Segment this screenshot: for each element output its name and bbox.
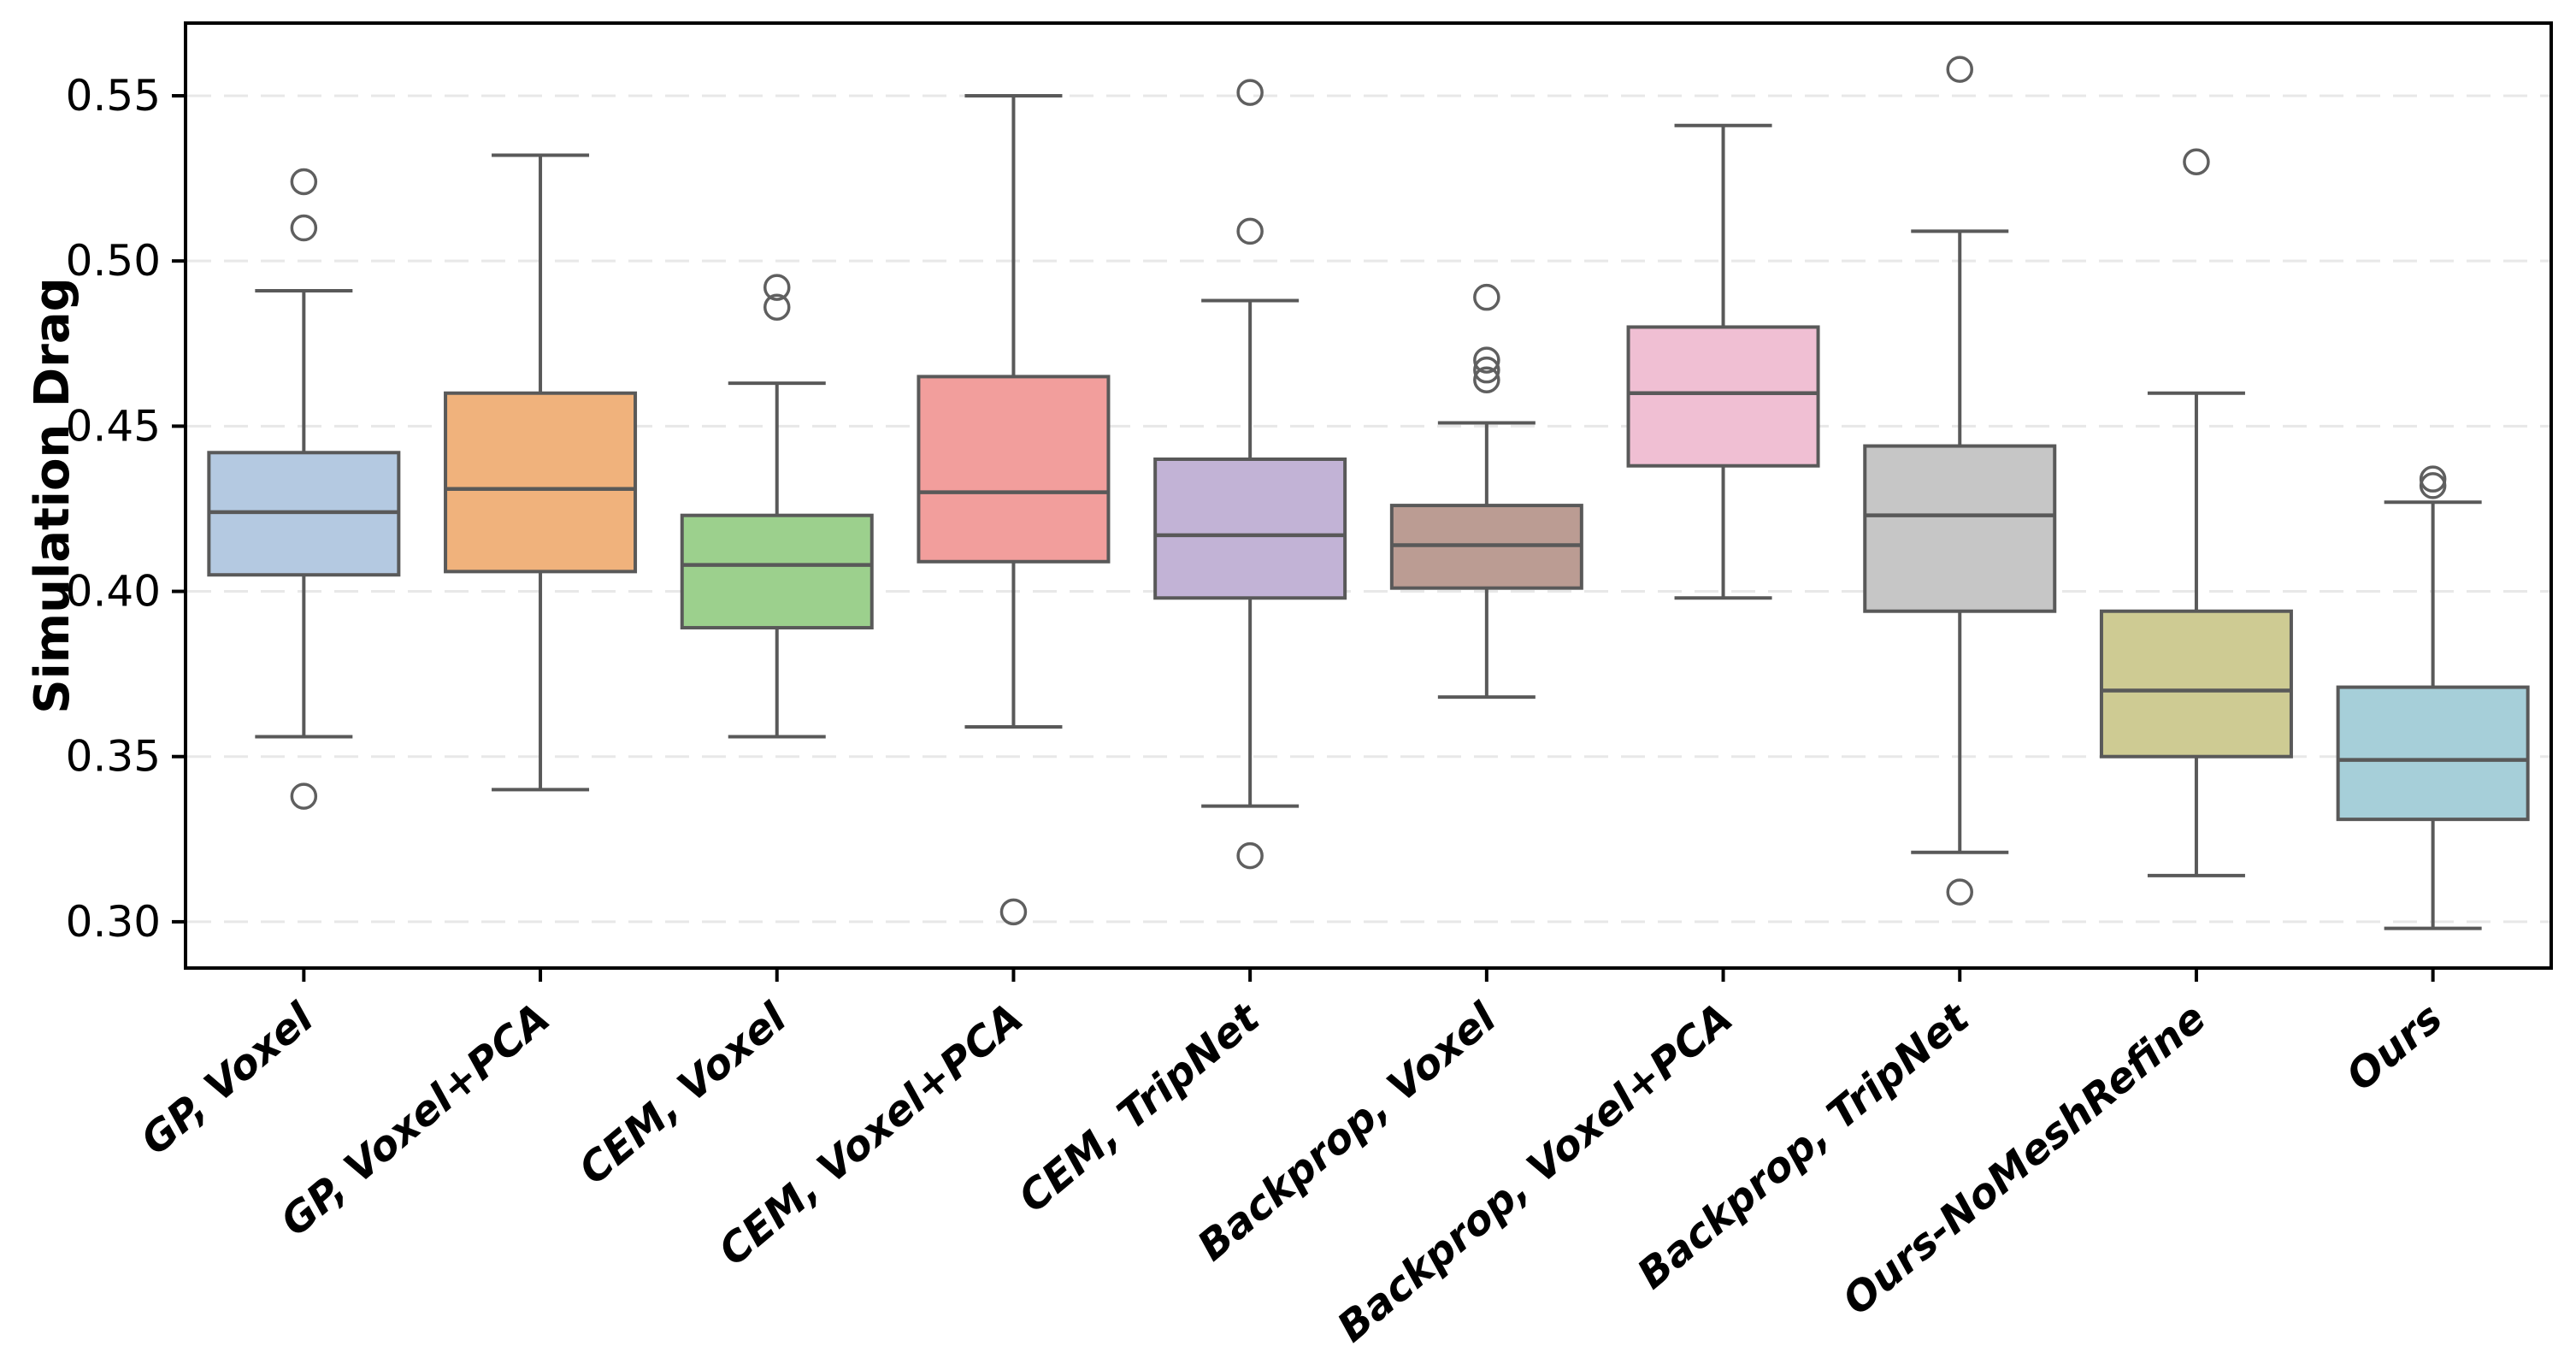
y-tick-label: 0.55 xyxy=(66,71,161,121)
box-group-gp-voxel xyxy=(207,168,401,810)
outlier-point xyxy=(1236,217,1264,245)
outlier-point xyxy=(763,274,791,301)
box-rect xyxy=(2336,685,2530,822)
outlier-point xyxy=(2419,472,2447,499)
outlier-point xyxy=(1946,878,1973,906)
outlier-point xyxy=(763,293,791,322)
box-rect xyxy=(1626,325,1820,468)
box-rect xyxy=(1863,444,2057,613)
x-tick-label-gp-voxel: GP, Voxel xyxy=(132,994,322,1165)
box-rect xyxy=(680,513,874,630)
outlier-point xyxy=(2183,148,2210,176)
box-group-backprop-tripnet xyxy=(1863,56,2057,906)
plot-spines xyxy=(184,21,2553,970)
box-group-cem-tripnet xyxy=(1153,79,1347,870)
outlier-point xyxy=(999,898,1028,926)
outlier-point xyxy=(1473,346,1500,374)
outlier-point xyxy=(1473,356,1500,384)
y-tick-label: 0.45 xyxy=(66,401,161,451)
x-tick-label-ours: Ours xyxy=(2337,994,2451,1101)
outlier-point xyxy=(290,168,318,196)
x-tick-label-backprop-voxel-pca: Backprop, Voxel+PCA xyxy=(1329,994,1742,1351)
box-group-backprop-voxel-pca xyxy=(1626,123,1820,600)
box-rect xyxy=(2099,609,2293,759)
outlier-point xyxy=(1236,841,1264,870)
y-tick-label: 0.40 xyxy=(66,567,161,617)
outlier-point xyxy=(1473,283,1500,311)
box-group-backprop-voxel xyxy=(1389,283,1583,700)
y-tick-label: 0.35 xyxy=(66,732,161,782)
outlier-point xyxy=(2419,465,2447,493)
outlier-point xyxy=(290,214,318,242)
y-tick-label: 0.50 xyxy=(66,236,161,286)
box-rect xyxy=(444,391,638,574)
box-group-gp-voxel-pca xyxy=(444,153,638,792)
box-group-ours-nomeshrefine xyxy=(2099,148,2293,877)
y-axis-label: Simulation Drag xyxy=(25,277,80,714)
y-tick-label: 0.30 xyxy=(66,897,161,947)
box-rect xyxy=(1153,458,1347,600)
box-group-cem-voxel xyxy=(680,274,874,739)
box-rect xyxy=(917,375,1111,564)
x-tick-label-cem-tripnet: CEM, TripNet xyxy=(1010,993,1270,1222)
boxes-layer xyxy=(207,56,2530,930)
outlier-point xyxy=(1473,366,1500,394)
box-group-cem-voxel-pca xyxy=(917,94,1111,926)
outlier-point xyxy=(1236,79,1264,106)
outlier-point xyxy=(1946,56,1973,83)
x-tick-label-cem-voxel: CEM, Voxel xyxy=(570,994,796,1194)
axes-layer xyxy=(172,21,2553,982)
box-group-ours xyxy=(2336,465,2530,930)
outlier-point xyxy=(290,782,318,810)
